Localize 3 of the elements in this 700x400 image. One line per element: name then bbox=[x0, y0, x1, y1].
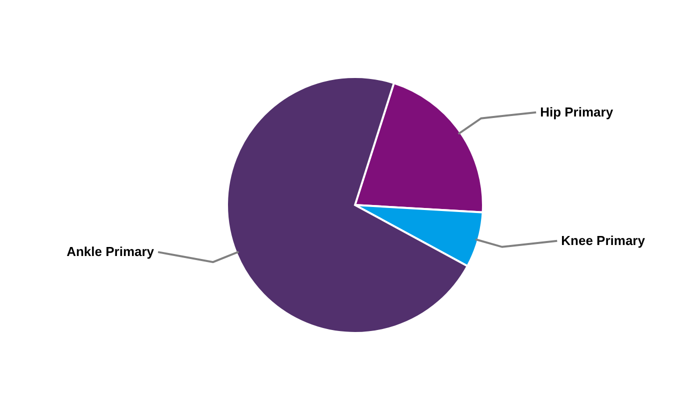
slice-label: Hip Primary bbox=[540, 104, 614, 120]
slice-label: Knee Primary bbox=[561, 232, 646, 248]
slice-label: Ankle Primary bbox=[66, 244, 155, 260]
